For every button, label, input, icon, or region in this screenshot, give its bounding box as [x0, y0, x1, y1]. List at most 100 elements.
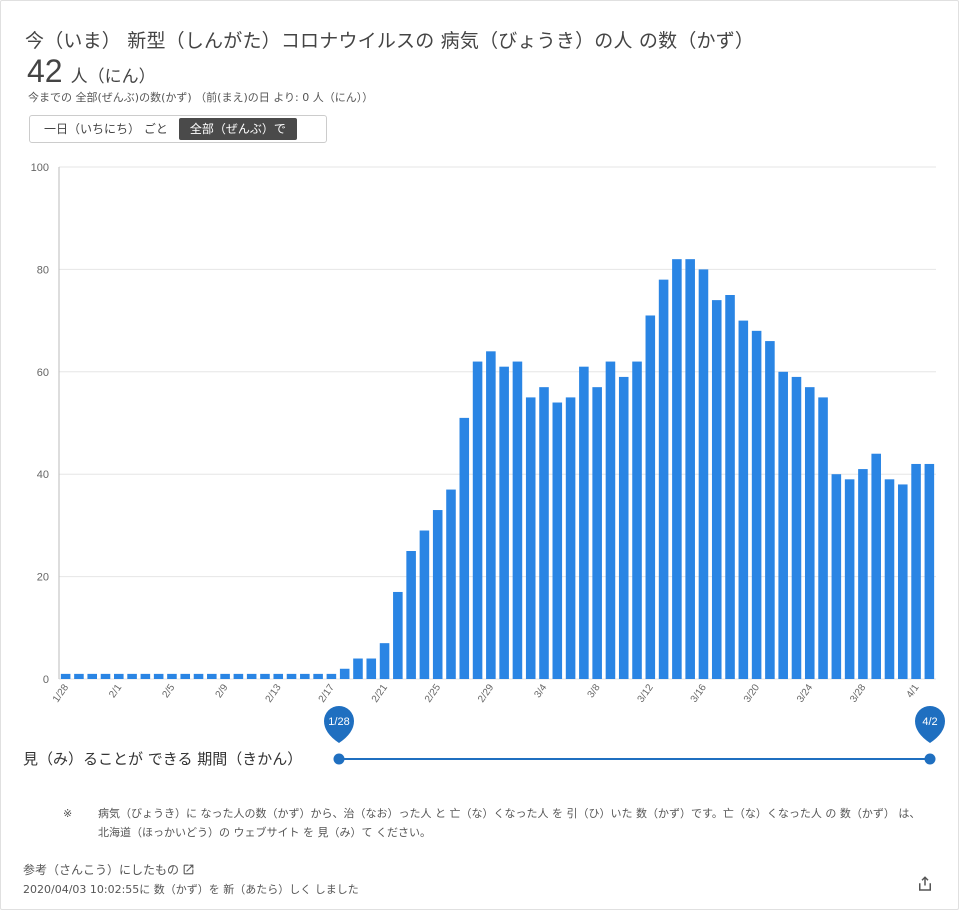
bar[interactable]: [486, 351, 496, 679]
bar[interactable]: [618, 376, 629, 679]
bar[interactable]: [167, 673, 177, 679]
bar[interactable]: [552, 402, 563, 679]
bar[interactable]: [153, 673, 164, 679]
bar[interactable]: [472, 361, 483, 679]
bar[interactable]: [831, 474, 842, 679]
x-tick-label: 3/20: [742, 682, 762, 705]
count-unit: 人（にん）: [70, 67, 156, 87]
bar[interactable]: [446, 489, 456, 679]
range-slider[interactable]: 1/28 4/2: [324, 706, 945, 765]
slider-end-handle[interactable]: 4/2: [915, 706, 945, 765]
count-number: 42: [27, 53, 63, 89]
bar[interactable]: [858, 469, 868, 679]
x-tick-label: 3/4: [532, 682, 549, 700]
bar[interactable]: [645, 315, 656, 679]
bar[interactable]: [818, 397, 828, 679]
bar[interactable]: [379, 643, 390, 679]
bar[interactable]: [233, 673, 244, 679]
daily-toggle-button[interactable]: 一日（いちにち） ごと: [44, 122, 168, 136]
bar[interactable]: [286, 673, 297, 679]
x-tick-label: 2/17: [317, 682, 337, 705]
bar[interactable]: [579, 366, 589, 679]
x-tick-label: 2/5: [160, 682, 177, 700]
share-icon[interactable]: [916, 875, 934, 893]
bar[interactable]: [565, 397, 576, 679]
total-subtitle: 今までの 全部(ぜんぶ)の数(かず) （前(まえ)の日 より: 0 人（にん））: [28, 91, 374, 104]
bar[interactable]: [180, 673, 191, 679]
bar[interactable]: [300, 673, 310, 679]
bar[interactable]: [353, 658, 363, 679]
y-tick-label: 0: [43, 674, 49, 686]
bar[interactable]: [114, 673, 124, 679]
footnote: ※ 病気（びょうき）に なった人の数（かず）から、治（なお）った人 と 亡（な）…: [63, 804, 923, 842]
bar[interactable]: [911, 463, 921, 679]
bar[interactable]: [74, 673, 84, 679]
slider-start-handle[interactable]: 1/28: [324, 706, 354, 765]
bar[interactable]: [419, 530, 430, 679]
bar[interactable]: [897, 484, 908, 679]
bar[interactable]: [884, 479, 895, 679]
bar[interactable]: [326, 673, 337, 679]
bar[interactable]: [193, 673, 204, 679]
bar[interactable]: [525, 397, 536, 679]
bar[interactable]: [844, 479, 855, 679]
bar[interactable]: [791, 376, 802, 679]
bar[interactable]: [672, 259, 682, 679]
bar[interactable]: [339, 668, 350, 679]
bar[interactable]: [539, 387, 549, 679]
bar[interactable]: [313, 673, 323, 679]
note-mark: ※: [63, 807, 73, 820]
bar[interactable]: [140, 673, 151, 679]
x-tick-label: 2/9: [214, 682, 231, 700]
bar[interactable]: [711, 300, 722, 679]
bar[interactable]: [459, 417, 470, 679]
x-tick-label: 3/28: [848, 682, 868, 705]
view-toggle: 一日（いちにち） ごと 全部（ぜんぶ）で: [29, 115, 327, 143]
bar[interactable]: [246, 673, 257, 679]
x-axis-ticks: 1/28 2/1 2/5 2/9 2/13 2/17 2/21 2/25 2/29 3/4 3/8 3…: [51, 682, 922, 705]
bar[interactable]: [804, 387, 815, 679]
bar[interactable]: [632, 361, 642, 679]
page-title: 今（いま） 新型（しんがた）コロナウイルスの 病気（びょうき）の人 の数（かず）: [25, 30, 755, 52]
bar[interactable]: [207, 673, 217, 679]
bar[interactable]: [87, 673, 98, 679]
bar[interactable]: [751, 330, 762, 679]
bar[interactable]: [738, 320, 749, 679]
bar[interactable]: [778, 371, 788, 679]
bar[interactable]: [406, 551, 416, 679]
y-tick-label: 60: [37, 367, 49, 379]
y-tick-label: 80: [37, 264, 49, 276]
slider-end-knob[interactable]: [924, 753, 936, 765]
bar[interactable]: [592, 387, 602, 679]
y-tick-label: 100: [31, 162, 49, 174]
bar[interactable]: [127, 673, 137, 679]
reference-link[interactable]: 参考（さんこう）にしたもの: [23, 861, 195, 878]
bar[interactable]: [220, 673, 230, 679]
current-count: 42 人（にん）: [27, 53, 156, 90]
slider-start-knob[interactable]: [333, 753, 345, 765]
bar[interactable]: [658, 279, 669, 679]
bar[interactable]: [366, 658, 377, 679]
bar[interactable]: [512, 361, 523, 679]
bar[interactable]: [100, 673, 111, 679]
range-label: 見（み）ることが できる 期間（きかん）: [23, 750, 303, 768]
slider-start-pin: [324, 706, 354, 743]
bar[interactable]: [260, 673, 270, 679]
bar[interactable]: [60, 673, 71, 679]
bar[interactable]: [871, 453, 881, 679]
bar[interactable]: [605, 361, 616, 679]
bar[interactable]: [698, 269, 709, 679]
bar[interactable]: [393, 591, 403, 679]
grid-lines: [58, 166, 936, 680]
bar[interactable]: [273, 673, 284, 679]
total-toggle-button[interactable]: 全部（ぜんぶ）で: [178, 118, 297, 140]
x-tick-label: 2/25: [423, 682, 443, 705]
bar[interactable]: [499, 366, 509, 679]
y-tick-label: 20: [37, 572, 49, 584]
bar[interactable]: [685, 259, 695, 679]
bar[interactable]: [725, 295, 735, 679]
bar[interactable]: [765, 341, 775, 679]
bar[interactable]: [432, 510, 443, 679]
updated-timestamp: 2020/04/03 10:02:55に 数（かず）を 新（あたら）しく しまし…: [23, 883, 359, 896]
bar[interactable]: [924, 463, 935, 679]
